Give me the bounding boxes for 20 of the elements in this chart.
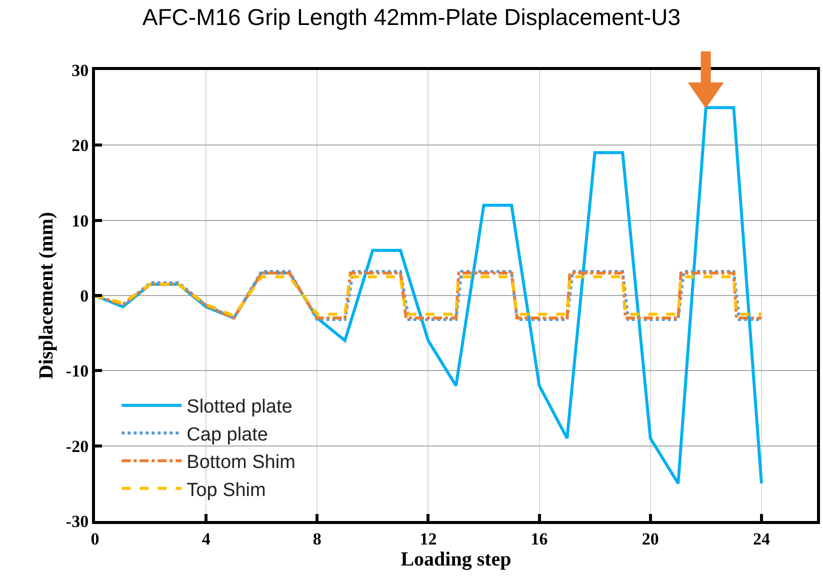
y-axis-title: Displacement (mm) (35, 212, 58, 380)
x-tick-label: 24 (752, 529, 770, 548)
x-tick-label: 12 (420, 529, 437, 548)
y-tick-label: -30 (66, 512, 89, 531)
x-tick-label: 20 (642, 529, 659, 548)
y-tick-label: -20 (66, 436, 89, 456)
y-tick-label: 10 (72, 211, 89, 230)
chart-title: AFC-M16 Grip Length 42mm-Plate Displacement-U3 (142, 4, 681, 30)
legend-label: Top Shim (186, 480, 266, 501)
x-tick-label: 16 (530, 529, 548, 548)
y-tick-label: 30 (72, 60, 89, 80)
legend-label: Slotted plate (186, 396, 292, 418)
y-tick-label: 0 (80, 286, 89, 306)
legend-label: Bottom Shim (186, 452, 296, 474)
x-tick-label: 8 (312, 529, 322, 548)
y-tick-label: 20 (72, 136, 89, 156)
legend-label: Cap plate (186, 424, 268, 446)
x-tick-label: 4 (202, 529, 211, 548)
y-tick-label: -10 (66, 362, 89, 381)
x-axis-title: Loading step (400, 548, 512, 570)
